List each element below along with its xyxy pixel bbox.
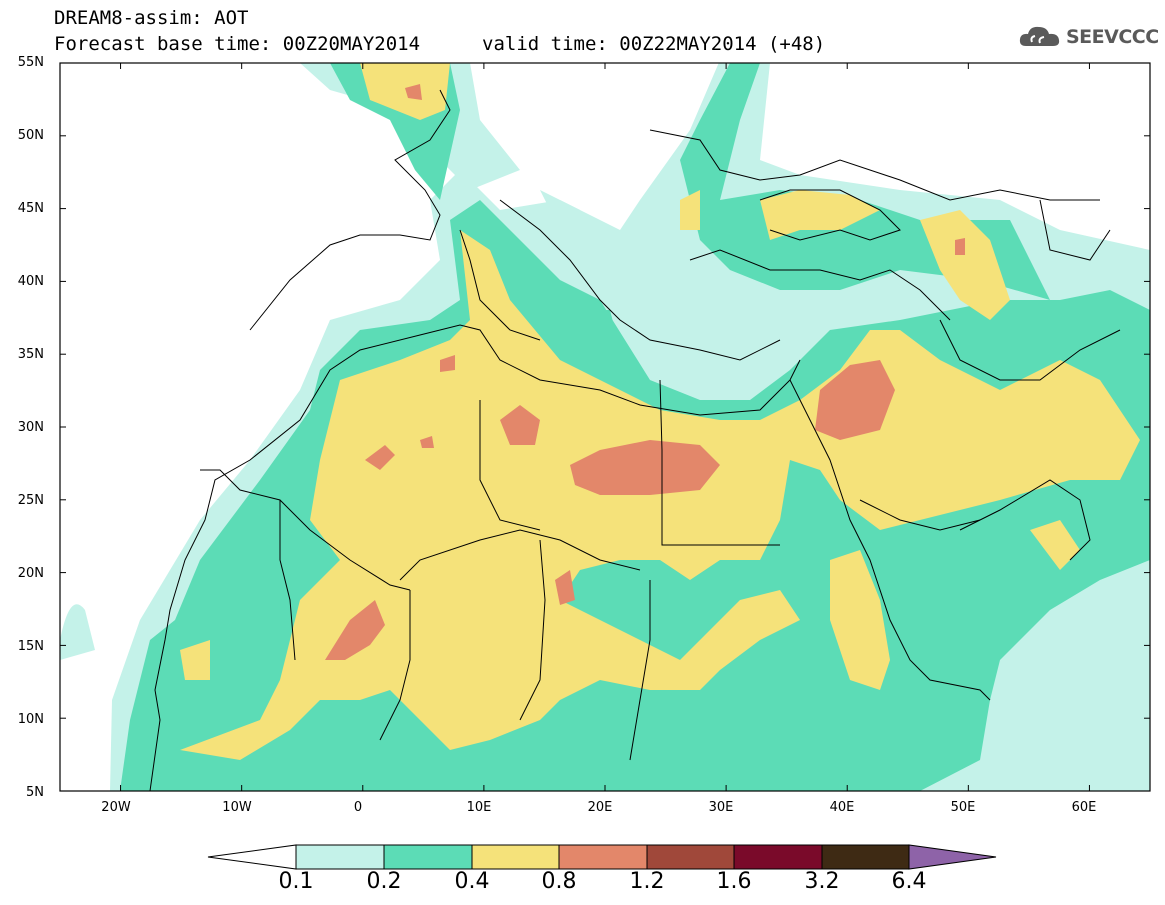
lon-label: 10W xyxy=(222,800,252,815)
colorbar-swatch xyxy=(471,844,560,870)
colorbar-label: 0.4 xyxy=(454,869,490,894)
forecast-base-time: Forecast base time: 00Z20MAY2014 xyxy=(54,33,421,55)
coastlines xyxy=(149,89,1121,791)
lat-label: 30N xyxy=(17,420,44,435)
lat-label: 55N xyxy=(17,55,44,70)
map-title: DREAM8-assim: AOT xyxy=(54,7,249,29)
colorbar-label: 6.4 xyxy=(891,869,927,894)
lon-label: 20W xyxy=(101,800,131,815)
lon-label: 40E xyxy=(829,800,855,815)
colorbar-swatch xyxy=(646,844,735,870)
colorbar-label: 1.6 xyxy=(716,869,752,894)
lat-label: 25N xyxy=(17,493,44,508)
lat-label: 10N xyxy=(17,712,44,727)
colorbar-label: 0.2 xyxy=(366,869,402,894)
colorbar-swatch xyxy=(821,844,910,870)
colorbar-label: 0.1 xyxy=(278,869,314,894)
seevccc-logo: SEEVCCC xyxy=(1018,22,1159,52)
colorbar-swatch xyxy=(295,844,385,870)
colorbar-swatch xyxy=(558,844,648,870)
axis-ticks xyxy=(60,62,1150,792)
lat-label: 20N xyxy=(17,566,44,581)
colorbar-swatch xyxy=(383,844,473,870)
lat-label: 5N xyxy=(26,785,44,800)
lat-label: 40N xyxy=(17,274,44,289)
lat-label: 50N xyxy=(17,128,44,143)
cloud-icon xyxy=(1019,26,1060,46)
lon-label: 30E xyxy=(708,800,734,815)
logo-text: SEEVCCC xyxy=(1066,26,1159,48)
lon-label: 60E xyxy=(1071,800,1097,815)
aot-level-0-8 xyxy=(325,84,965,660)
colorbar-label: 0.8 xyxy=(541,869,577,894)
lon-label: 10E xyxy=(466,800,492,815)
lat-label: 45N xyxy=(17,201,44,216)
colorbar-label: 1.2 xyxy=(629,869,665,894)
valid-time: valid time: 00Z22MAY2014 (+48) xyxy=(482,33,826,55)
aot-level-0-4 xyxy=(180,63,1140,760)
lon-label: 20E xyxy=(587,800,613,815)
lat-label: 15N xyxy=(17,639,44,654)
colorbar-high-arrow xyxy=(908,844,997,870)
aot-contours xyxy=(60,63,1150,791)
colorbar-label: 3.2 xyxy=(804,869,840,894)
colorbar-swatch xyxy=(733,844,823,870)
lat-label: 35N xyxy=(17,347,44,362)
colorbar-low-arrow xyxy=(207,844,297,870)
lon-label: 0 xyxy=(353,800,363,815)
colorbar xyxy=(207,844,997,870)
lon-label: 50E xyxy=(950,800,976,815)
